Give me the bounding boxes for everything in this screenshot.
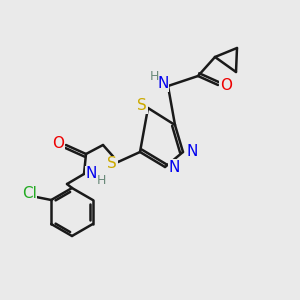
Text: N: N xyxy=(85,167,97,182)
Text: N: N xyxy=(168,160,180,175)
Text: N: N xyxy=(157,76,169,92)
Text: S: S xyxy=(137,98,147,113)
Text: Cl: Cl xyxy=(22,187,37,202)
Text: S: S xyxy=(107,157,117,172)
Text: O: O xyxy=(220,77,232,92)
Text: H: H xyxy=(96,175,106,188)
Text: N: N xyxy=(186,145,198,160)
Text: O: O xyxy=(52,136,64,151)
Text: H: H xyxy=(149,70,159,83)
